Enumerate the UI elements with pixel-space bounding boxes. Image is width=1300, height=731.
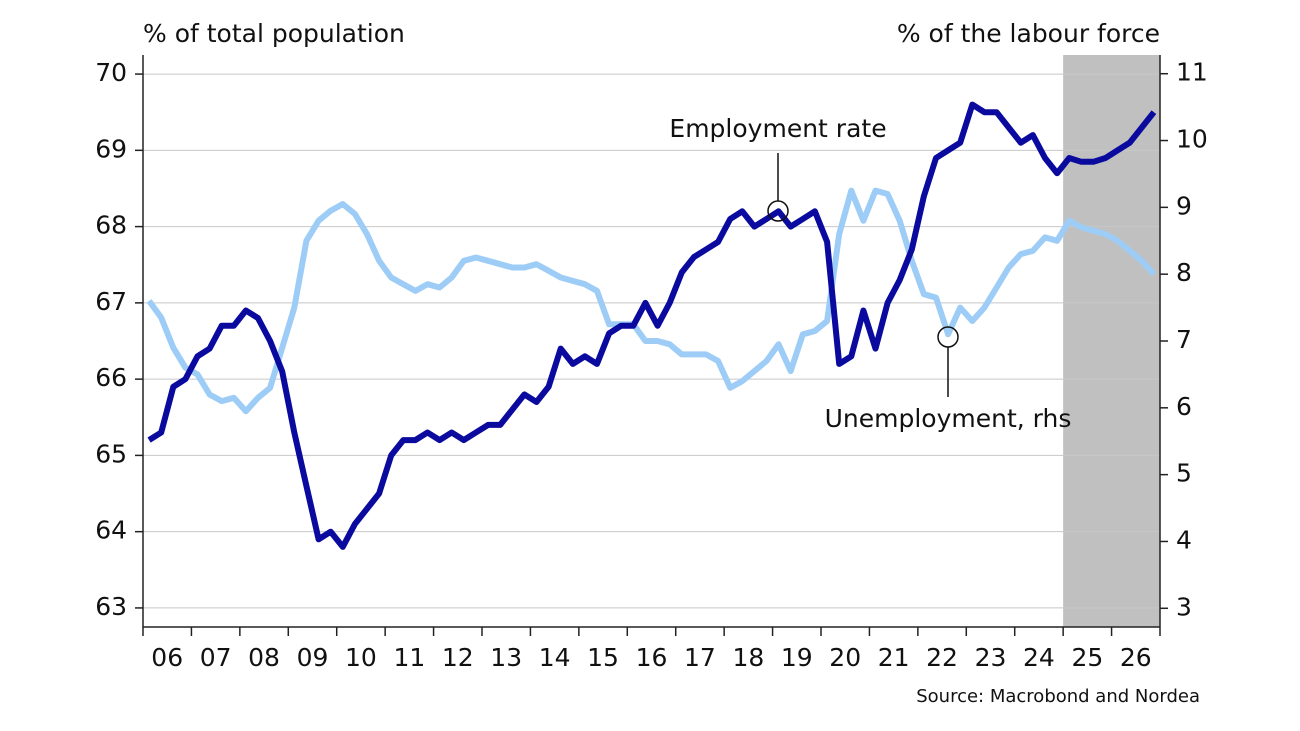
y-tick-label: 70 <box>95 58 127 87</box>
y-tick-label: 65 <box>95 439 127 468</box>
x-tick-label: 21 <box>878 643 910 672</box>
x-tick-label: 10 <box>345 643 377 672</box>
y2-tick-label: 11 <box>1176 58 1208 87</box>
y2-tick-label: 4 <box>1176 525 1192 554</box>
forecast-shade <box>1063 55 1160 627</box>
x-tick-label: 12 <box>442 643 474 672</box>
x-tick-label: 07 <box>200 643 232 672</box>
x-tick-label: 24 <box>1023 643 1055 672</box>
x-tick-label: 17 <box>684 643 716 672</box>
y-tick-label: 67 <box>95 287 127 316</box>
y2-tick-label: 6 <box>1176 392 1192 421</box>
y2-tick-label: 8 <box>1176 258 1192 287</box>
y2-tick-label: 5 <box>1176 459 1192 488</box>
x-tick-label: 19 <box>781 643 813 672</box>
source: Source: Macrobond and Nordea <box>916 686 1200 707</box>
annotation-marker <box>937 326 959 348</box>
right-axis-label: % of the labour force <box>897 19 1160 48</box>
x-tick-label: 16 <box>636 643 668 672</box>
annotation-marker <box>767 200 789 222</box>
y-tick-label: 69 <box>95 134 127 163</box>
y-tick-label: 64 <box>95 516 127 545</box>
annotation: Unemployment, rhs <box>825 404 1072 433</box>
x-tick-label: 09 <box>297 643 329 672</box>
series-line <box>147 101 1157 550</box>
y2-tick-label: 9 <box>1176 191 1192 220</box>
y-tick-label: 66 <box>95 363 127 392</box>
x-tick-label: 11 <box>393 643 425 672</box>
x-tick-label: 08 <box>248 643 280 672</box>
y2-tick-label: 3 <box>1176 592 1192 621</box>
series-line <box>146 187 1157 415</box>
left-axis-label: % of total population <box>143 19 405 48</box>
x-tick-label: 26 <box>1120 643 1152 672</box>
annotation: Employment rate <box>669 114 886 143</box>
x-tick-label: 18 <box>732 643 764 672</box>
y2-tick-label: 10 <box>1176 125 1208 154</box>
y-tick-label: 68 <box>95 211 127 240</box>
x-tick-label: 15 <box>587 643 619 672</box>
x-tick-label: 25 <box>1071 643 1103 672</box>
x-tick-label: 14 <box>539 643 571 672</box>
x-tick-label: 23 <box>975 643 1007 672</box>
x-tick-label: 13 <box>490 643 522 672</box>
y-tick-label: 63 <box>95 592 127 621</box>
x-tick-label: 20 <box>829 643 861 672</box>
y2-tick-label: 7 <box>1176 325 1192 354</box>
x-tick-label: 22 <box>926 643 958 672</box>
x-tick-label: 06 <box>151 643 183 672</box>
